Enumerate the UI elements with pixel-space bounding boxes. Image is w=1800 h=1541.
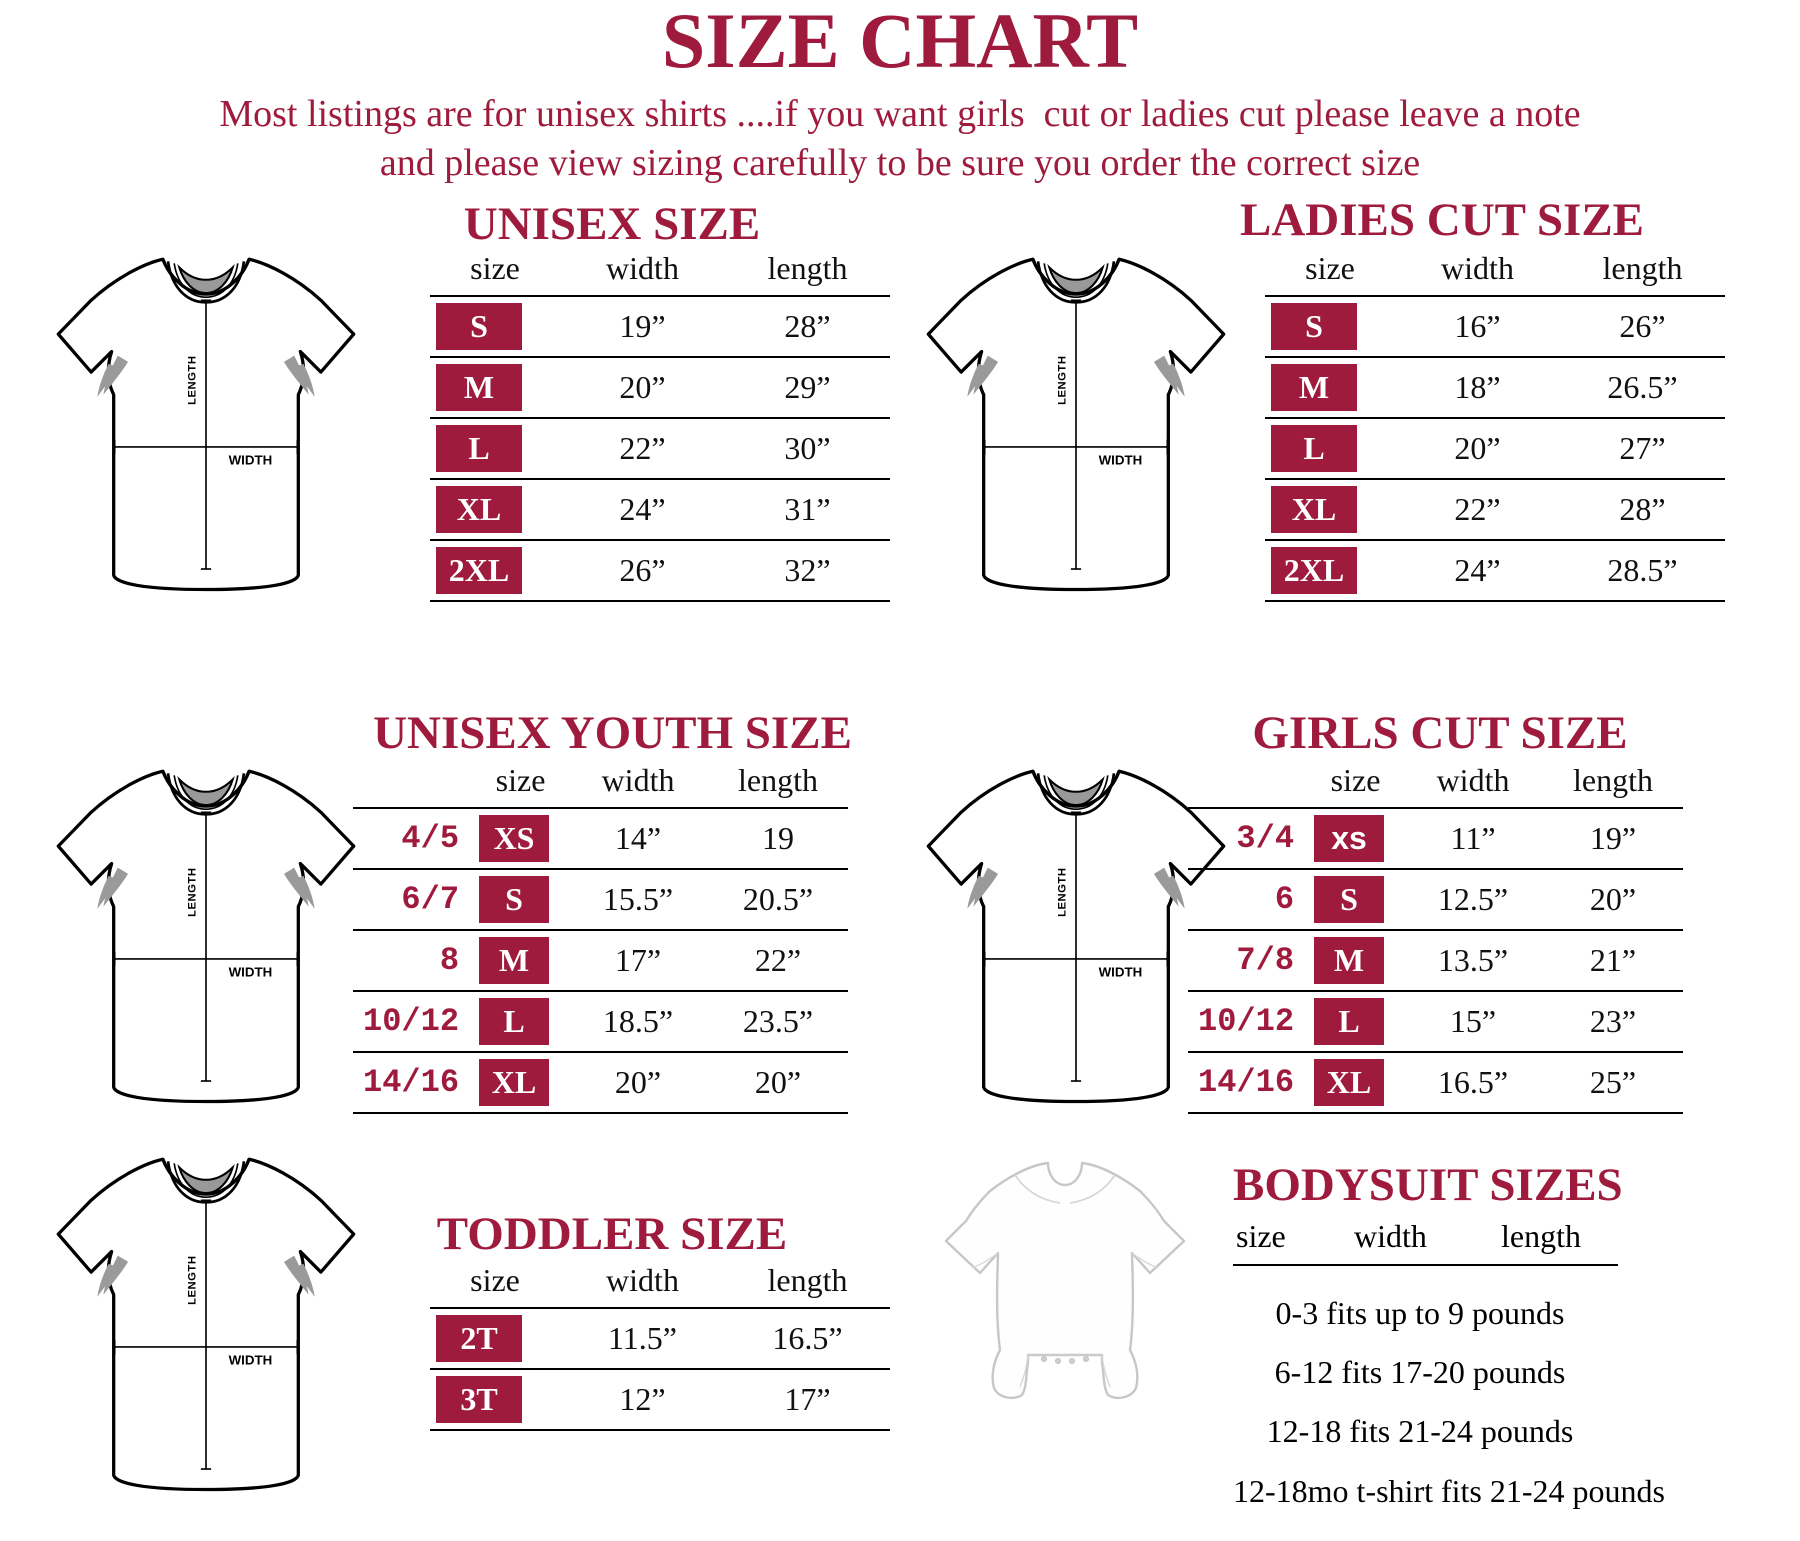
svg-text:WIDTH: WIDTH — [1099, 453, 1143, 468]
svg-text:LENGTH: LENGTH — [187, 868, 199, 917]
svg-text:WIDTH: WIDTH — [229, 453, 273, 468]
svg-text:LENGTH: LENGTH — [1057, 356, 1069, 405]
svg-text:LENGTH: LENGTH — [187, 1256, 199, 1305]
svg-text:WIDTH: WIDTH — [229, 965, 273, 980]
svg-text:LENGTH: LENGTH — [187, 356, 199, 405]
svg-text:WIDTH: WIDTH — [1099, 965, 1143, 980]
svg-text:LENGTH: LENGTH — [1057, 868, 1069, 917]
svg-text:WIDTH: WIDTH — [229, 1353, 273, 1368]
